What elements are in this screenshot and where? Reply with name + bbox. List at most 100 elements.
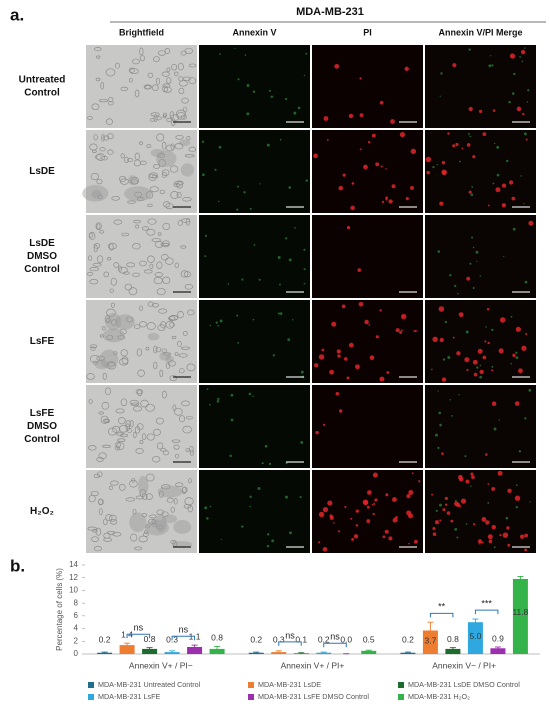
bar bbox=[467, 622, 483, 654]
cell bbox=[166, 67, 171, 72]
micrograph bbox=[425, 215, 536, 298]
red-spot bbox=[473, 523, 476, 526]
green-spot bbox=[289, 531, 292, 535]
x-tick-label: Annexin V− / PI+ bbox=[432, 660, 496, 670]
cell bbox=[109, 243, 114, 251]
green-spot bbox=[458, 394, 460, 396]
red-spot bbox=[444, 503, 448, 506]
green-spot bbox=[253, 243, 256, 246]
cell bbox=[130, 402, 140, 407]
red-spot bbox=[525, 332, 528, 335]
image bbox=[312, 215, 423, 298]
value-label: 0.9 bbox=[492, 633, 504, 643]
green-spot bbox=[515, 351, 518, 354]
red-spot bbox=[468, 106, 473, 112]
cell bbox=[161, 253, 169, 261]
cell bbox=[157, 525, 164, 530]
significance-label: ns bbox=[179, 625, 189, 635]
green-spot bbox=[206, 388, 209, 391]
red-spot bbox=[355, 524, 359, 527]
cell bbox=[168, 360, 176, 367]
cell bbox=[188, 478, 192, 484]
micrograph bbox=[312, 470, 423, 553]
row-label: Control bbox=[24, 88, 60, 99]
micrograph bbox=[86, 215, 197, 298]
micrograph bbox=[199, 300, 310, 383]
shadow bbox=[91, 189, 102, 200]
cell bbox=[89, 267, 99, 272]
green-spot bbox=[214, 168, 217, 171]
cell bbox=[138, 535, 148, 543]
cell bbox=[155, 417, 164, 425]
micrograph bbox=[199, 45, 310, 128]
cell bbox=[149, 118, 155, 122]
cell bbox=[105, 118, 113, 125]
green-spot bbox=[204, 255, 207, 257]
cell bbox=[146, 255, 155, 263]
cell bbox=[90, 354, 100, 364]
red-spot bbox=[465, 479, 470, 484]
green-spot bbox=[285, 495, 289, 499]
red-spot bbox=[348, 342, 354, 348]
red-spot bbox=[524, 548, 528, 552]
green-spot bbox=[246, 112, 250, 116]
cell bbox=[91, 528, 98, 533]
red-spot bbox=[466, 143, 471, 147]
green-spot bbox=[267, 533, 270, 536]
red-spot bbox=[327, 500, 333, 506]
micrograph bbox=[425, 385, 536, 468]
cell bbox=[90, 172, 100, 181]
cell bbox=[162, 240, 170, 248]
cell bbox=[135, 224, 140, 229]
red-spot bbox=[479, 369, 484, 375]
red-spot bbox=[373, 502, 376, 505]
red-spot bbox=[439, 519, 442, 522]
cell bbox=[184, 283, 194, 290]
cell bbox=[175, 453, 180, 459]
red-spot bbox=[501, 203, 507, 208]
shadow bbox=[162, 514, 178, 524]
cell bbox=[93, 473, 101, 479]
cell bbox=[161, 71, 170, 77]
red-spot bbox=[425, 156, 432, 163]
red-spot bbox=[381, 200, 385, 204]
green-spot bbox=[437, 390, 439, 392]
red-spot bbox=[390, 119, 395, 124]
green-spot bbox=[479, 375, 483, 379]
cell bbox=[182, 486, 188, 493]
red-spot bbox=[336, 349, 341, 354]
y-tick-label: 4 bbox=[74, 624, 79, 633]
green-spot bbox=[279, 312, 283, 315]
legend-label: MDA-MB-231 LsFE DMSO Control bbox=[258, 692, 369, 701]
image bbox=[312, 385, 423, 468]
red-spot bbox=[446, 511, 451, 515]
cell bbox=[165, 320, 175, 329]
red-spot bbox=[472, 359, 478, 365]
red-spot bbox=[484, 340, 487, 343]
green-spot bbox=[451, 415, 454, 417]
red-spot bbox=[346, 225, 351, 230]
cell bbox=[136, 348, 143, 357]
significance-label: ns bbox=[330, 632, 340, 642]
green-spot bbox=[227, 283, 230, 285]
cell bbox=[95, 77, 101, 82]
cell bbox=[177, 62, 184, 71]
cell bbox=[165, 144, 175, 152]
cell bbox=[154, 272, 164, 278]
green-spot bbox=[220, 538, 222, 540]
cell bbox=[152, 455, 161, 463]
value-label: 0.8 bbox=[144, 634, 156, 644]
micrograph bbox=[312, 385, 423, 468]
cell bbox=[119, 178, 129, 185]
green-spot bbox=[300, 441, 304, 444]
cell bbox=[189, 449, 194, 456]
red-spot bbox=[478, 109, 483, 114]
cell bbox=[103, 419, 110, 424]
red-spot bbox=[371, 133, 376, 138]
significance-bracket bbox=[278, 641, 302, 646]
green-spot bbox=[475, 250, 479, 254]
red-spot bbox=[395, 516, 398, 519]
image bbox=[199, 470, 310, 553]
green-spot bbox=[515, 356, 519, 360]
cell bbox=[187, 309, 195, 316]
